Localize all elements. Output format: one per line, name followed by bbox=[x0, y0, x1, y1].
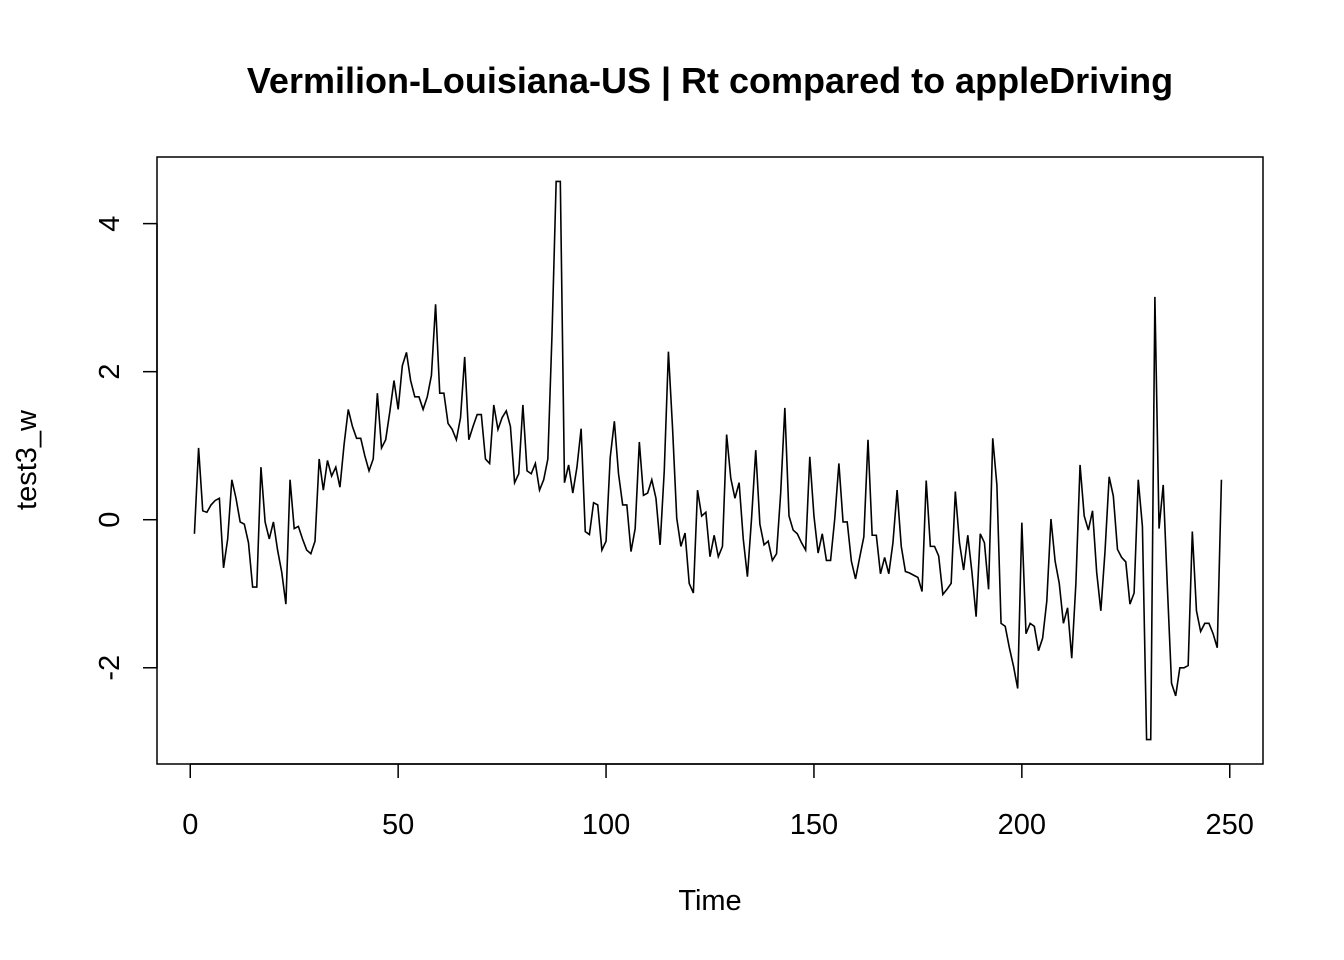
x-axis: 0 50 100 150 200 250 bbox=[182, 763, 1254, 841]
y-axis: -2 0 2 4 bbox=[94, 216, 158, 681]
y-axis-label: test3_w bbox=[11, 409, 43, 510]
plot-frame bbox=[156, 156, 1264, 765]
x-axis-label: Time bbox=[678, 885, 741, 917]
chart-title: Vermilion-Louisiana-US | Rt compared to … bbox=[247, 60, 1173, 102]
x-tick-label: 50 bbox=[382, 809, 414, 841]
y-tick-label: -2 bbox=[94, 655, 126, 681]
y-tick-label: 4 bbox=[94, 216, 126, 232]
y-tick-label: 0 bbox=[94, 512, 126, 528]
x-tick-label: 200 bbox=[998, 809, 1046, 841]
series-line bbox=[193, 180, 1223, 741]
x-tick-label: 100 bbox=[582, 809, 630, 841]
y-tick-label: 2 bbox=[94, 364, 126, 380]
x-tick-label: 0 bbox=[182, 809, 198, 841]
x-tick-label: 150 bbox=[790, 809, 838, 841]
x-tick-label: 250 bbox=[1206, 809, 1254, 841]
